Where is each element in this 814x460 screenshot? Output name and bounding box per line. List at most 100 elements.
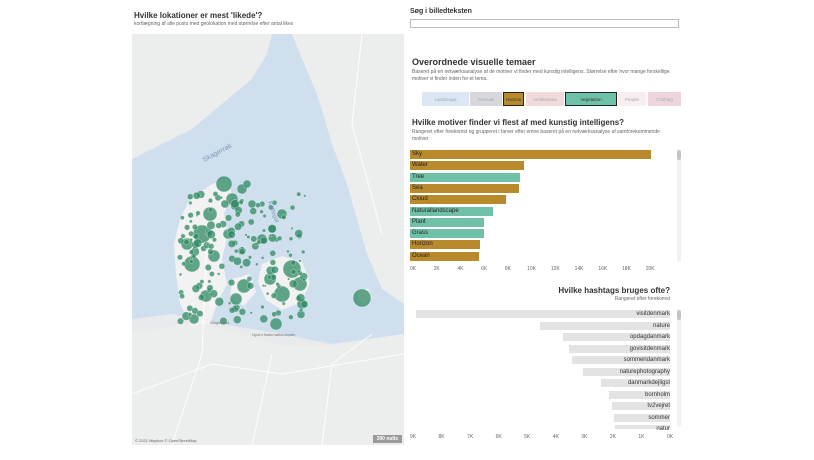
theme-filter-horizon[interactable]: Horizon — [503, 92, 524, 106]
hashtag-label: visitdenmark — [636, 311, 670, 317]
motif-axis-tick: 4K — [457, 266, 464, 272]
hashtag-label: naturephotography — [619, 368, 670, 375]
hashtag-bar[interactable] — [613, 413, 670, 422]
map-location-dot — [204, 264, 212, 271]
map-location-dot — [214, 297, 224, 307]
map-location-dot — [193, 238, 203, 248]
nulls-badge[interactable]: 390 nulls — [372, 435, 402, 443]
map-location-dot — [244, 233, 248, 237]
hashtag-axis-tick: 6K — [495, 434, 502, 440]
motif-row[interactable]: Grass — [410, 229, 665, 239]
map-location-dot — [196, 310, 204, 317]
map-location-dot — [269, 250, 276, 257]
hashtags-scroll-thumb[interactable] — [677, 310, 681, 320]
map-location-dot — [206, 243, 210, 247]
motif-label: Horizon — [412, 241, 433, 248]
hashtag-bar[interactable] — [568, 344, 670, 353]
motif-axis-tick: 2K — [433, 266, 440, 272]
map-location-dot — [238, 248, 246, 255]
hashtag-bar[interactable] — [600, 379, 670, 387]
motif-axis-tick: 6K — [481, 266, 488, 272]
hashtag-bar[interactable] — [612, 402, 670, 410]
motif-bar[interactable] — [410, 251, 479, 261]
motif-bar[interactable] — [410, 183, 520, 193]
map-location-dot — [289, 279, 298, 288]
map-location-dot — [178, 272, 183, 277]
motif-row[interactable]: Sea — [410, 183, 665, 193]
map-location-dot — [288, 253, 293, 258]
map-location-dot — [260, 304, 265, 310]
motif-axis-tick: 18K — [622, 266, 631, 272]
hashtag-axis-tick: 1K — [638, 434, 645, 440]
map-location-dot — [219, 196, 223, 200]
hashtag-bar[interactable] — [540, 321, 670, 330]
map-location-dot — [177, 317, 184, 325]
map-location-dot — [230, 199, 240, 209]
motif-bar[interactable] — [410, 172, 521, 182]
theme-filter-architecture[interactable]: Architecture — [526, 92, 564, 106]
motif-row[interactable]: Cloud — [410, 195, 665, 205]
hashtag-label: opdagdanmark — [629, 334, 670, 340]
motif-row[interactable]: Horizon — [410, 240, 665, 250]
theme-filter-clothing[interactable]: Clothing — [648, 92, 681, 106]
search-label: Søg i billedteksten — [410, 8, 472, 15]
theme-filter-people[interactable]: People — [618, 92, 646, 106]
hashtag-bar[interactable] — [563, 333, 670, 341]
motif-axis-tick: 10K — [527, 266, 537, 272]
map-location-dot — [209, 271, 215, 277]
map-location-dot — [233, 315, 242, 324]
motif-bar[interactable] — [410, 150, 651, 159]
hashtag-bar[interactable] — [615, 425, 670, 429]
map-location-dot — [246, 282, 255, 290]
place-label-1: Wagerland — [210, 320, 229, 325]
hashtag-bar[interactable] — [583, 367, 670, 376]
map-location-dot — [282, 259, 302, 279]
motif-row[interactable]: Sky — [410, 150, 665, 159]
map-location-dot — [352, 288, 372, 308]
motif-bar[interactable] — [410, 217, 484, 227]
map-location-dot — [261, 284, 265, 287]
motif-bar[interactable] — [410, 206, 494, 216]
motif-bar[interactable] — [410, 161, 524, 171]
map-location-dot — [199, 279, 205, 284]
motif-label: Plant — [412, 218, 426, 225]
map-location-dot — [189, 259, 194, 264]
motif-row[interactable]: Water — [410, 161, 665, 171]
motif-axis-tick: 14K — [574, 266, 584, 272]
hashtag-axis-tick: 3K — [581, 434, 588, 440]
motif-bar[interactable] — [410, 240, 480, 250]
hashtag-bar[interactable] — [571, 356, 670, 364]
motif-bar[interactable] — [410, 195, 507, 205]
theme-filter-vegetation[interactable]: Vegetation — [565, 92, 617, 106]
map-location-dot — [191, 284, 200, 293]
motifs-scroll-thumb[interactable] — [677, 150, 681, 160]
map-location-dot — [294, 229, 303, 238]
search-input[interactable] — [410, 19, 679, 28]
motif-row[interactable]: Tree — [410, 172, 665, 182]
motif-bar[interactable] — [410, 229, 484, 239]
motif-row[interactable]: Naturallandscape — [410, 206, 665, 216]
theme-filter-animals[interactable]: Animals — [470, 92, 502, 106]
hashtag-bar[interactable] — [609, 390, 670, 399]
map-location-dot — [249, 207, 257, 215]
map-location-dot — [288, 236, 294, 241]
map-location-dot — [177, 254, 183, 261]
hashtags-scrollbar[interactable] — [677, 310, 681, 426]
map-location-dot — [234, 248, 239, 254]
map-location-dot — [262, 228, 266, 233]
map-location-dot — [269, 317, 283, 331]
map-location-dot — [260, 256, 265, 260]
motif-row[interactable]: Plant — [410, 217, 665, 227]
map-location-dot — [296, 191, 302, 197]
denmark-map[interactable]: Skagerrak Kattegat Wagerland Nyord Natur… — [132, 34, 404, 445]
theme-filter-landscape[interactable]: Landscape — [422, 92, 469, 106]
motif-row[interactable]: Ocean — [410, 251, 665, 261]
map-location-dot — [209, 289, 218, 298]
map-location-dot — [298, 259, 302, 263]
map-location-dot — [192, 224, 198, 230]
motifs-scrollbar[interactable] — [677, 150, 681, 262]
map-location-dot — [183, 239, 190, 245]
map-location-dot — [242, 258, 251, 268]
map-location-dot — [246, 276, 253, 282]
hashtag-bar[interactable] — [415, 310, 670, 318]
